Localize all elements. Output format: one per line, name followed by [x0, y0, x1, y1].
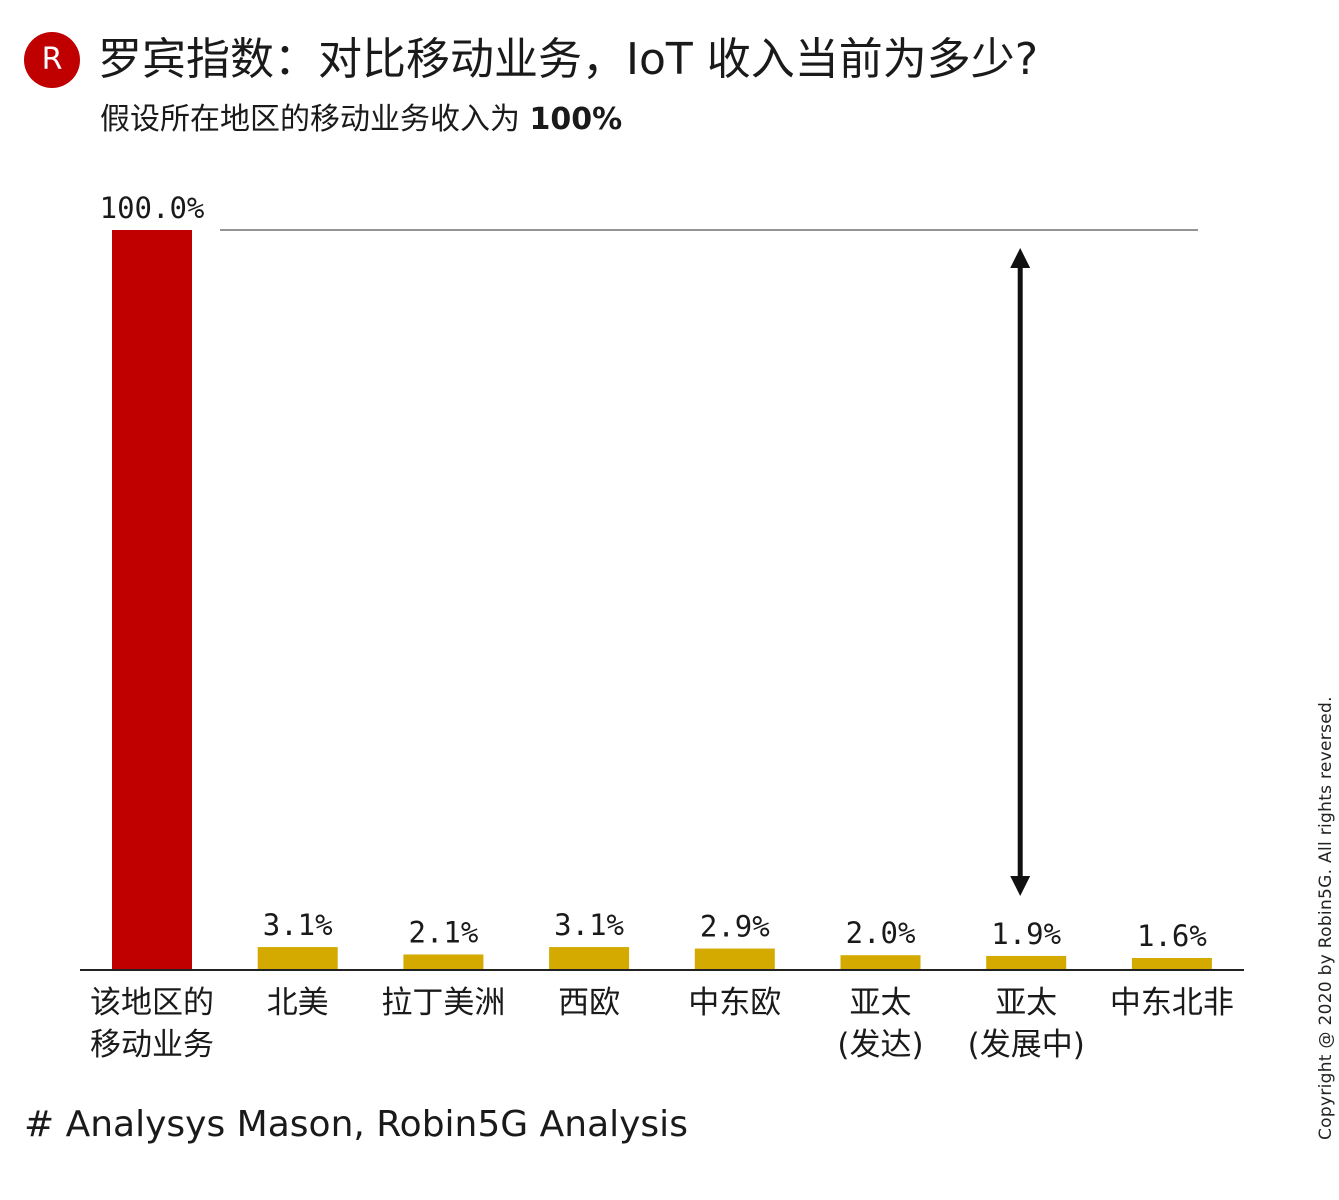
category-label-5-line1: (发达) [837, 1027, 923, 1063]
bar-value-label-1: 3.1% [263, 908, 333, 942]
bar-7 [1131, 958, 1212, 970]
annotation-arrow-head-bottom [1010, 875, 1031, 896]
bar-3 [549, 947, 630, 970]
category-label-1: 北美 [267, 985, 329, 1021]
chart-title: 罗宾指数：对比移动业务，IoT 收入当前为多少? [98, 34, 1039, 85]
bar-4 [694, 948, 775, 970]
bar-value-label-4: 2.9% [700, 910, 770, 944]
chart-subtitle: 假设所在地区的移动业务收入为 100% [100, 100, 622, 140]
copyright-note: Copyright @ 2020 by Robin5G. All rights … [1316, 696, 1336, 1140]
category-label-6: 亚太 [995, 985, 1057, 1021]
bar-5 [840, 955, 921, 970]
annotation-arrow-head-top [1010, 248, 1031, 268]
category-label-4: 中东欧 [688, 985, 781, 1021]
subtitle-value: 100% [529, 102, 623, 137]
category-label-0-line1: 移动业务 [90, 1027, 214, 1063]
category-label-0: 该地区的 [90, 985, 214, 1021]
bar-value-label-7: 1.6% [1137, 919, 1207, 953]
bar-value-label-0: 100.0% [100, 191, 205, 225]
bar-0 [112, 230, 192, 970]
subtitle-text: 假设所在地区的移动业务收入为 [100, 102, 530, 137]
bar-value-label-3: 3.1% [554, 908, 624, 942]
category-label-3: 西欧 [558, 985, 620, 1021]
category-label-5: 亚太 [850, 985, 912, 1021]
category-label-6-line1: (发展中) [968, 1027, 1085, 1063]
bar-value-label-5: 2.0% [846, 916, 916, 950]
bar-1 [257, 947, 338, 970]
bar-6 [986, 955, 1067, 970]
category-label-2: 拉丁美洲 [381, 985, 505, 1021]
bar-value-label-2: 2.1% [408, 915, 478, 949]
source-note: # Analysys Mason, Robin5G Analysis [24, 1104, 688, 1145]
category-label-7: 中东北非 [1110, 985, 1234, 1021]
brand-logo: R [24, 32, 80, 88]
bar-2 [403, 954, 484, 970]
bar-value-label-6: 1.9% [991, 917, 1061, 951]
